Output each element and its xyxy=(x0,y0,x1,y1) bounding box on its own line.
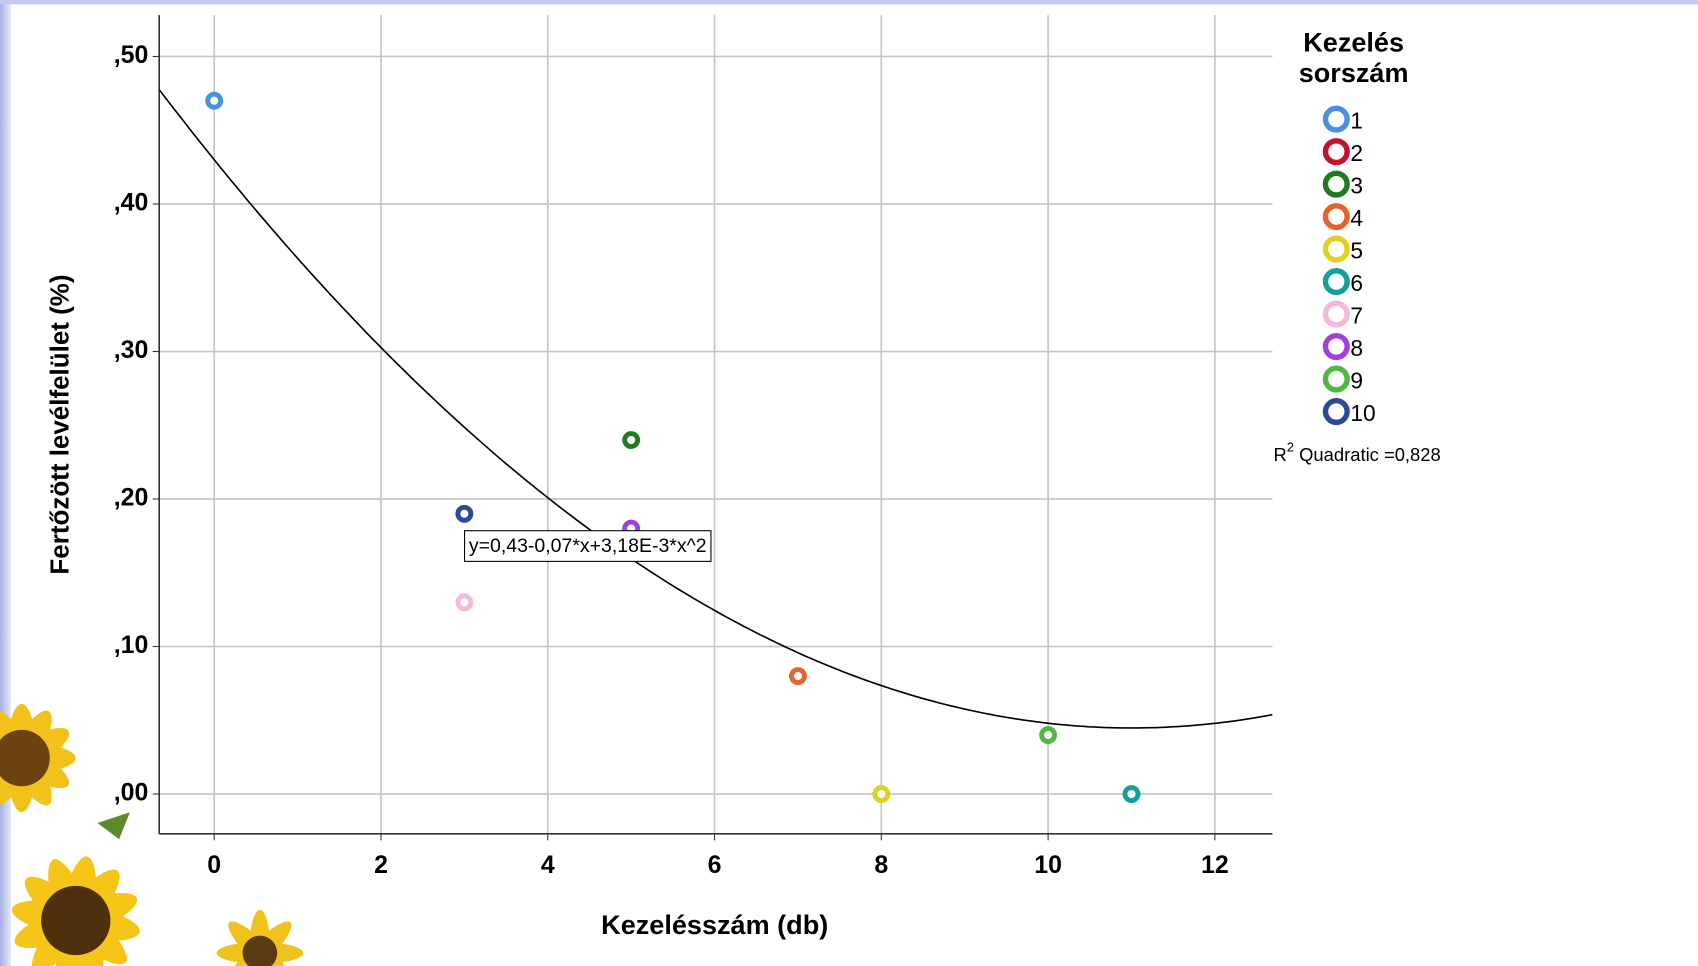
legend-label: 9 xyxy=(1350,367,1363,393)
y-tick-label: ,40 xyxy=(114,189,149,217)
edge xyxy=(0,0,11,966)
point xyxy=(625,434,638,447)
legend-label: 10 xyxy=(1350,400,1375,426)
point xyxy=(458,596,471,609)
legend-marker xyxy=(1325,108,1347,130)
y-tick-label: ,30 xyxy=(114,336,149,364)
legend-marker xyxy=(1325,271,1347,293)
r2-sup: 2 xyxy=(1287,440,1294,455)
legend-label: 6 xyxy=(1350,270,1363,296)
point xyxy=(458,507,471,520)
y-axis-title: Fertőzött levélfelület (%) xyxy=(45,274,75,574)
point xyxy=(208,94,221,107)
legend-marker xyxy=(1325,238,1347,260)
y-tick-label: ,10 xyxy=(114,631,149,659)
chart: ,00,10,20,30,40,5002468101212345678910y=… xyxy=(0,0,1698,966)
legend-label: 1 xyxy=(1350,107,1363,133)
legend-label: 4 xyxy=(1350,205,1363,231)
point xyxy=(1125,788,1138,801)
legend-marker xyxy=(1325,368,1347,390)
legend-title: sorszám xyxy=(1299,57,1409,88)
x-tick-label: 2 xyxy=(374,851,388,879)
x-tick-label: 12 xyxy=(1201,851,1229,879)
point xyxy=(875,788,888,801)
y-tick-label: ,00 xyxy=(114,779,149,807)
r2-label: R2 Quadratic =0,828 xyxy=(1274,440,1441,465)
point xyxy=(791,670,804,683)
legend-marker xyxy=(1325,401,1347,423)
point xyxy=(1042,729,1055,742)
x-tick-label: 6 xyxy=(708,851,722,879)
legend-marker xyxy=(1325,206,1347,228)
y-tick-label: ,20 xyxy=(114,484,149,512)
legend-marker xyxy=(1325,336,1347,358)
x-tick-label: 0 xyxy=(207,851,221,879)
legend-marker xyxy=(1325,303,1347,325)
legend-label: 5 xyxy=(1350,237,1363,263)
background xyxy=(0,0,1698,966)
legend-title: Kezelés xyxy=(1303,27,1404,58)
x-tick-label: 4 xyxy=(541,851,555,879)
x-axis-title: Kezelésszám (db) xyxy=(601,909,828,940)
edge xyxy=(0,0,1698,4)
legend-marker xyxy=(1325,141,1347,163)
legend-label: 8 xyxy=(1350,335,1363,361)
legend-marker xyxy=(1325,173,1347,195)
legend-label: 3 xyxy=(1350,172,1363,198)
r2-symbol: R xyxy=(1274,444,1287,465)
fit-label: y=0,43-0,07*x+3,18E-3*x^2 xyxy=(469,535,707,557)
legend-label: 7 xyxy=(1350,302,1363,328)
legend-label: 2 xyxy=(1350,140,1363,166)
x-tick-label: 8 xyxy=(874,851,888,879)
r2-text: Quadratic =0,828 xyxy=(1294,444,1441,465)
y-tick-label: ,50 xyxy=(114,41,149,69)
x-tick-label: 10 xyxy=(1034,851,1062,879)
